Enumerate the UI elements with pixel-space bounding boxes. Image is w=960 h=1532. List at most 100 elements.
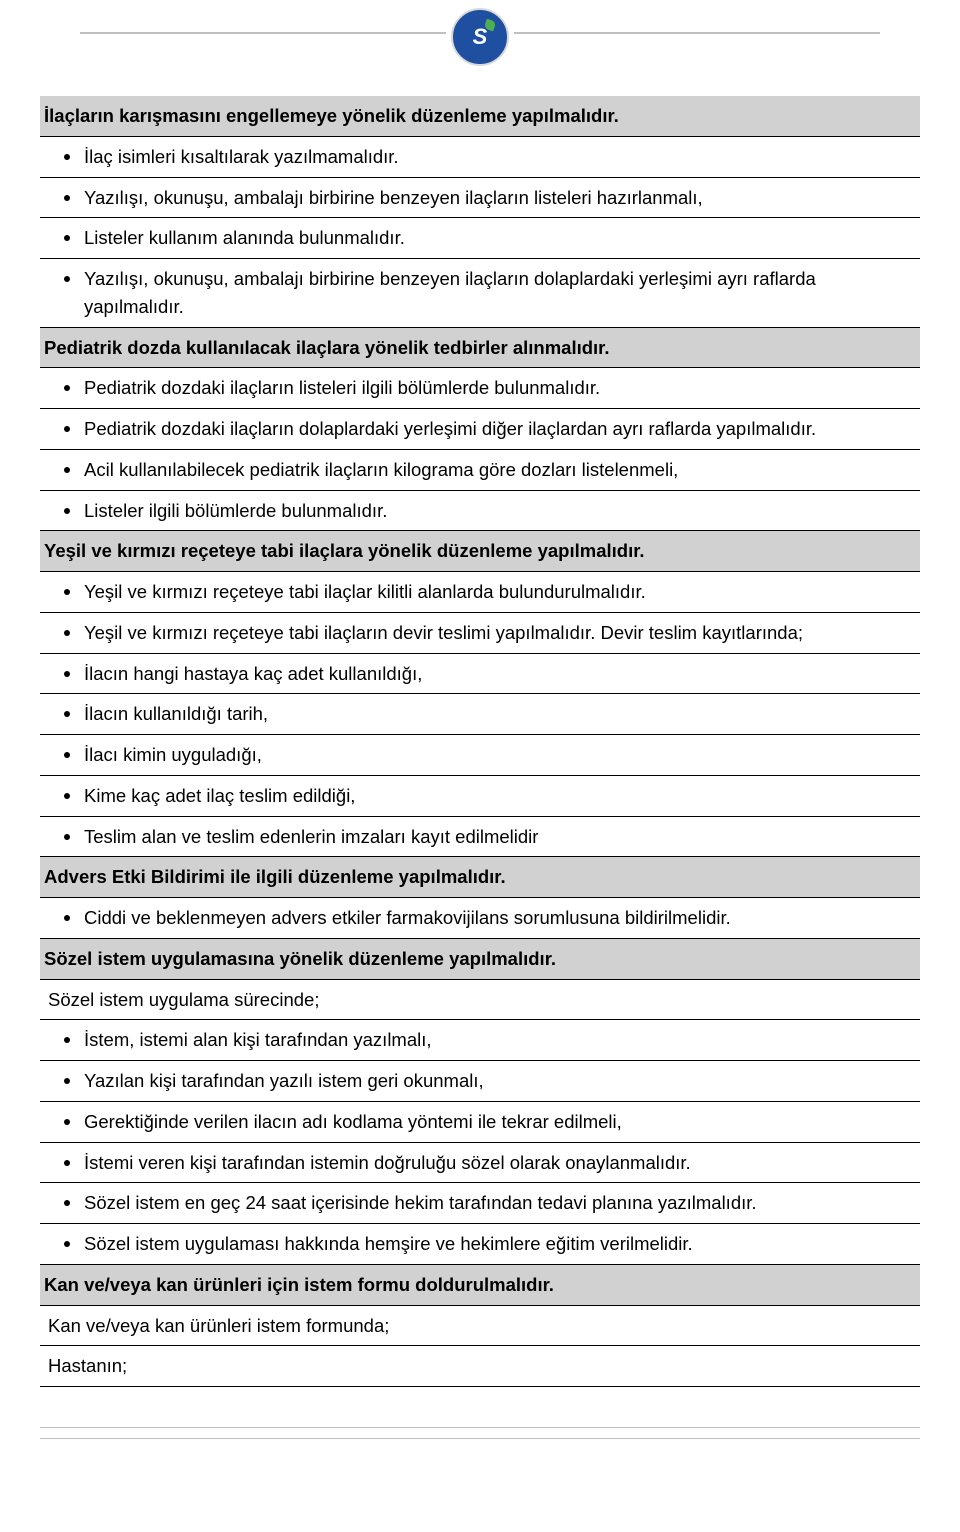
bullet-dot-icon <box>64 834 70 840</box>
bullet-item: Gerektiğinde verilen ilacın adı kodlama … <box>44 1108 916 1136</box>
bullet-dot-icon <box>64 385 70 391</box>
bullet-dot-icon <box>64 1241 70 1247</box>
content-row: Acil kullanılabilecek pediatrik ilaçları… <box>40 449 920 490</box>
content-row: Kime kaç adet ilaç teslim edildiği, <box>40 775 920 816</box>
bullet-text: Listeler kullanım alanında bulunmalıdır. <box>84 224 916 252</box>
section-heading: Kan ve/veya kan ürünleri için istem form… <box>40 1264 920 1305</box>
content-row: Teslim alan ve teslim edenlerin imzaları… <box>40 816 920 857</box>
bullet-item: İlacın kullanıldığı tarih, <box>44 700 916 728</box>
bullet-dot-icon <box>64 154 70 160</box>
bullet-text: Teslim alan ve teslim edenlerin imzaları… <box>84 823 916 851</box>
bullet-item: Yazılan kişi tarafından yazılı istem ger… <box>44 1067 916 1095</box>
section-heading: Yeşil ve kırmızı reçeteye tabi ilaçlara … <box>40 531 920 572</box>
bullet-text: Yeşil ve kırmızı reçeteye tabi ilaçlar k… <box>84 578 916 606</box>
section-heading: Advers Etki Bildirimi ile ilgili düzenle… <box>40 857 920 898</box>
bullet-dot-icon <box>64 671 70 677</box>
content-row: Listeler ilgili bölümlerde bulunmalıdır. <box>40 490 920 531</box>
bullet-text: İstem, istemi alan kişi tarafından yazıl… <box>84 1026 916 1054</box>
content-row: İlacın hangi hastaya kaç adet kullanıldı… <box>40 653 920 694</box>
bullet-dot-icon <box>64 711 70 717</box>
content-row: Pediatrik dozdaki ilaçların listeleri il… <box>40 368 920 409</box>
section-heading: Pediatrik dozda kullanılacak ilaçlara yö… <box>40 327 920 368</box>
bullet-text: İstemi veren kişi tarafından istemin doğ… <box>84 1149 916 1177</box>
content-row: İlaç isimleri kısaltılarak yazılmamalıdı… <box>40 136 920 177</box>
bullet-dot-icon <box>64 915 70 921</box>
bullet-dot-icon <box>64 1037 70 1043</box>
content-row: Gerektiğinde verilen ilacın adı kodlama … <box>40 1101 920 1142</box>
bullet-dot-icon <box>64 1119 70 1125</box>
content-row: İlacın kullanıldığı tarih, <box>40 694 920 735</box>
bullet-text: Acil kullanılabilecek pediatrik ilaçları… <box>84 456 916 484</box>
section-row: Yeşil ve kırmızı reçeteye tabi ilaçlara … <box>40 531 920 572</box>
content-row: İlacı kimin uyguladığı, <box>40 735 920 776</box>
bullet-item: Pediatrik dozdaki ilaçların dolaplardaki… <box>44 415 916 443</box>
bullet-dot-icon <box>64 793 70 799</box>
bullet-item: İstem, istemi alan kişi tarafından yazıl… <box>44 1026 916 1054</box>
guidelines-table: İlaçların karışmasını engellemeye yöneli… <box>40 96 920 1387</box>
section-row: Sözel istem uygulamasına yönelik düzenle… <box>40 938 920 979</box>
bullet-dot-icon <box>64 589 70 595</box>
footer-rules <box>40 1427 920 1439</box>
bullet-dot-icon <box>64 426 70 432</box>
bullet-text: İlaç isimleri kısaltılarak yazılmamalıdı… <box>84 143 916 171</box>
bullet-item: Ciddi ve beklenmeyen advers etkiler farm… <box>44 904 916 932</box>
section-heading: Sözel istem uygulamasına yönelik düzenle… <box>40 938 920 979</box>
bullet-item: Yazılışı, okunuşu, ambalajı birbirine be… <box>44 265 916 321</box>
content-row: Pediatrik dozdaki ilaçların dolaplardaki… <box>40 409 920 450</box>
bullet-dot-icon <box>64 1078 70 1084</box>
bullet-item: Listeler ilgili bölümlerde bulunmalıdır. <box>44 497 916 525</box>
bullet-dot-icon <box>64 276 70 282</box>
bullet-text: Yazılışı, okunuşu, ambalajı birbirine be… <box>84 265 916 321</box>
header-rule-left <box>80 32 446 34</box>
bullet-item: Teslim alan ve teslim edenlerin imzaları… <box>44 823 916 851</box>
bullet-item: İstemi veren kişi tarafından istemin doğ… <box>44 1149 916 1177</box>
plain-text: Sözel istem uygulama sürecinde; <box>44 989 319 1010</box>
content-row: Yazılan kişi tarafından yazılı istem ger… <box>40 1061 920 1102</box>
bullet-item: Sözel istem uygulaması hakkında hemşire … <box>44 1230 916 1258</box>
bullet-text: Kime kaç adet ilaç teslim edildiği, <box>84 782 916 810</box>
content-row: İstemi veren kişi tarafından istemin doğ… <box>40 1142 920 1183</box>
content-row: Yazılışı, okunuşu, ambalajı birbirine be… <box>40 177 920 218</box>
content-row: Sözel istem uygulaması hakkında hemşire … <box>40 1224 920 1265</box>
bullet-item: İlacı kimin uyguladığı, <box>44 741 916 769</box>
section-row: İlaçların karışmasını engellemeye yöneli… <box>40 96 920 136</box>
bullet-item: Acil kullanılabilecek pediatrik ilaçları… <box>44 456 916 484</box>
content-row: Listeler kullanım alanında bulunmalıdır. <box>40 218 920 259</box>
bullet-text: İlacın hangi hastaya kaç adet kullanıldı… <box>84 660 916 688</box>
header: S <box>40 0 920 96</box>
bullet-text: Yeşil ve kırmızı reçeteye tabi ilaçların… <box>84 619 916 647</box>
bullet-text: İlacın kullanıldığı tarih, <box>84 700 916 728</box>
bullet-dot-icon <box>64 752 70 758</box>
logo-icon: S <box>451 8 509 66</box>
bullet-text: Pediatrik dozdaki ilaçların listeleri il… <box>84 374 916 402</box>
content-row: Kan ve/veya kan ürünleri istem formunda; <box>40 1305 920 1346</box>
bullet-text: Sözel istem uygulaması hakkında hemşire … <box>84 1230 916 1258</box>
bullet-dot-icon <box>64 195 70 201</box>
section-row: Pediatrik dozda kullanılacak ilaçlara yö… <box>40 327 920 368</box>
bullet-text: Pediatrik dozdaki ilaçların dolaplardaki… <box>84 415 916 443</box>
footer-rule <box>40 1438 920 1439</box>
bullet-text: İlacı kimin uyguladığı, <box>84 741 916 769</box>
bullet-text: Listeler ilgili bölümlerde bulunmalıdır. <box>84 497 916 525</box>
bullet-dot-icon <box>64 508 70 514</box>
document-page: S İlaçların karışmasını engellemeye yöne… <box>0 0 960 1499</box>
bullet-text: Gerektiğinde verilen ilacın adı kodlama … <box>84 1108 916 1136</box>
bullet-item: Yazılışı, okunuşu, ambalajı birbirine be… <box>44 184 916 212</box>
content-row: Yeşil ve kırmızı reçeteye tabi ilaçların… <box>40 612 920 653</box>
header-rule-right <box>514 32 880 34</box>
plain-text: Kan ve/veya kan ürünleri istem formunda; <box>44 1315 389 1336</box>
content-row: İstem, istemi alan kişi tarafından yazıl… <box>40 1020 920 1061</box>
bullet-item: Kime kaç adet ilaç teslim edildiği, <box>44 782 916 810</box>
bullet-dot-icon <box>64 235 70 241</box>
bullet-item: Yeşil ve kırmızı reçeteye tabi ilaçların… <box>44 619 916 647</box>
bullet-dot-icon <box>64 1160 70 1166</box>
content-row: Ciddi ve beklenmeyen advers etkiler farm… <box>40 898 920 939</box>
bullet-text: Yazılan kişi tarafından yazılı istem ger… <box>84 1067 916 1095</box>
bullet-item: Listeler kullanım alanında bulunmalıdır. <box>44 224 916 252</box>
bullet-dot-icon <box>64 630 70 636</box>
bullet-item: Yeşil ve kırmızı reçeteye tabi ilaçlar k… <box>44 578 916 606</box>
content-row: Yazılışı, okunuşu, ambalajı birbirine be… <box>40 259 920 328</box>
bullet-item: Sözel istem en geç 24 saat içerisinde he… <box>44 1189 916 1217</box>
bullet-item: Pediatrik dozdaki ilaçların listeleri il… <box>44 374 916 402</box>
bullet-text: Sözel istem en geç 24 saat içerisinde he… <box>84 1189 916 1217</box>
